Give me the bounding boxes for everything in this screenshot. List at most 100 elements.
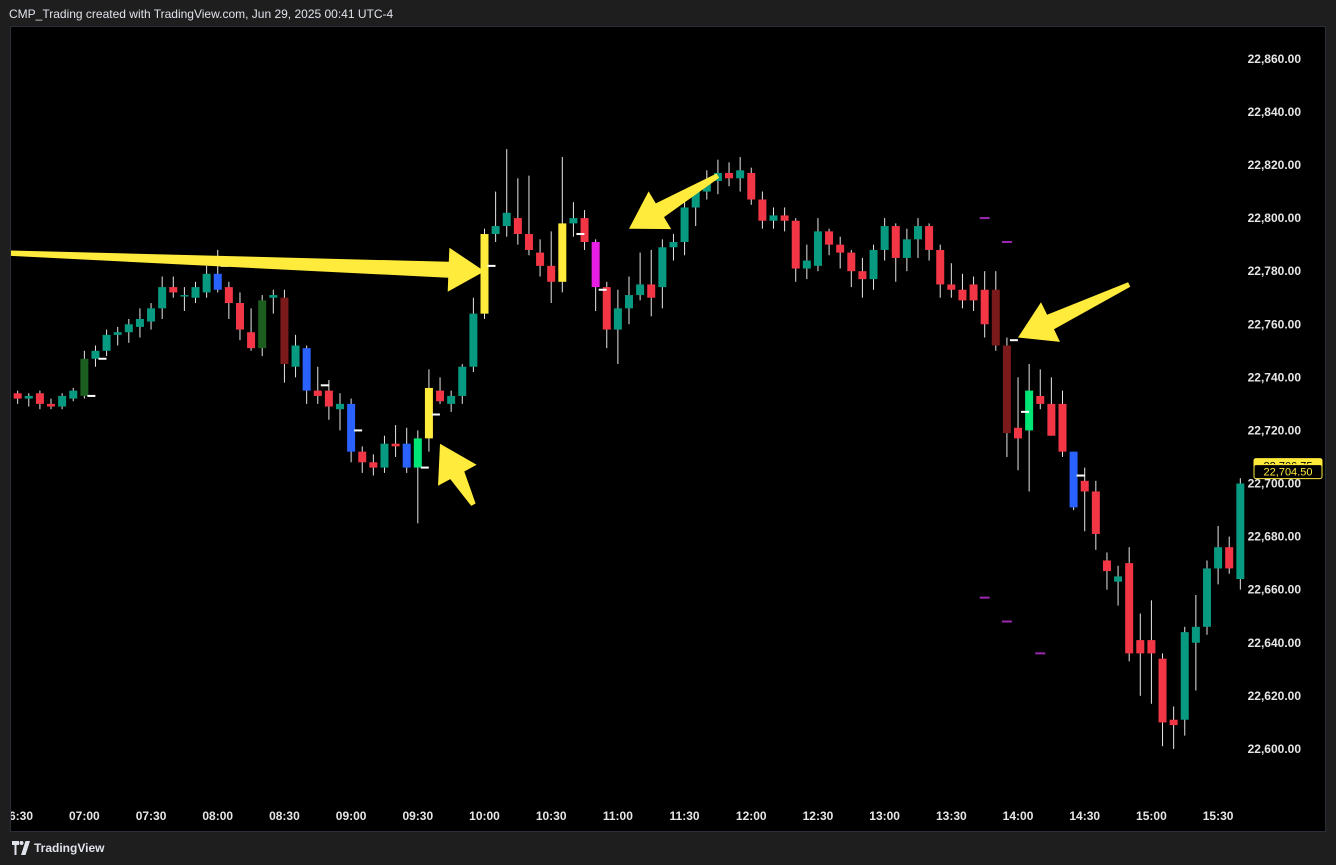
candle[interactable]: [224, 281, 233, 319]
candle[interactable]: [69, 387, 78, 402]
candle[interactable]: [847, 249, 856, 288]
candle[interactable]: [324, 379, 333, 420]
candle[interactable]: [1214, 525, 1223, 585]
candle[interactable]: [1002, 337, 1011, 457]
candle[interactable]: [836, 236, 845, 269]
candle[interactable]: [902, 228, 911, 272]
candle[interactable]: [402, 427, 411, 473]
candle[interactable]: [580, 210, 589, 250]
candle[interactable]: [1102, 552, 1111, 590]
candle[interactable]: [891, 223, 900, 282]
candle[interactable]: [636, 252, 645, 301]
candle[interactable]: [458, 364, 467, 404]
candle[interactable]: [347, 398, 356, 463]
candle[interactable]: [313, 366, 322, 404]
candle[interactable]: [513, 178, 522, 245]
candle[interactable]: [235, 292, 244, 341]
candle[interactable]: [336, 393, 345, 431]
candle[interactable]: [747, 167, 756, 205]
candle[interactable]: [791, 218, 800, 282]
candle[interactable]: [1147, 600, 1156, 704]
candle[interactable]: [524, 175, 533, 256]
candle[interactable]: [1158, 653, 1167, 747]
candle[interactable]: [1236, 478, 1245, 590]
candle[interactable]: [1069, 451, 1078, 511]
candle[interactable]: [1025, 364, 1034, 492]
candle[interactable]: [269, 289, 278, 314]
candle[interactable]: [469, 297, 478, 373]
chart-frame[interactable]: 22,600.00 22,620.00 22,640.00 22,660.00 22,6…: [10, 26, 1326, 832]
candle[interactable]: [947, 263, 956, 298]
candle[interactable]: [380, 435, 389, 473]
candle[interactable]: [191, 281, 200, 304]
candle[interactable]: [413, 430, 422, 524]
candle[interactable]: [147, 303, 156, 330]
candle[interactable]: [447, 390, 456, 412]
candle[interactable]: [780, 207, 789, 232]
candle[interactable]: [1091, 480, 1100, 550]
candle[interactable]: [180, 287, 189, 311]
candle[interactable]: [424, 369, 433, 452]
candle[interactable]: [291, 334, 300, 378]
candle[interactable]: [613, 289, 622, 365]
candle[interactable]: [658, 239, 667, 309]
candlestick-chart[interactable]: 22,600.00 22,620.00 22,640.00 22,660.00 22,6…: [11, 27, 1325, 831]
candle[interactable]: [124, 318, 133, 343]
candle[interactable]: [547, 231, 556, 304]
candle[interactable]: [991, 271, 1000, 351]
candle[interactable]: [247, 308, 256, 351]
candle[interactable]: [591, 239, 600, 311]
candle[interactable]: [758, 191, 767, 229]
candle[interactable]: [1047, 377, 1056, 436]
candle[interactable]: [1014, 377, 1023, 471]
candle[interactable]: [958, 273, 967, 309]
candle[interactable]: [280, 289, 289, 383]
candle[interactable]: [47, 398, 56, 410]
candle[interactable]: [558, 157, 567, 293]
candle[interactable]: [1036, 369, 1045, 410]
candle[interactable]: [436, 377, 445, 404]
candle[interactable]: [135, 308, 144, 338]
candle[interactable]: [258, 295, 267, 357]
candle[interactable]: [813, 218, 822, 272]
candle[interactable]: [536, 239, 545, 277]
candle[interactable]: [669, 234, 678, 261]
candle[interactable]: [391, 425, 400, 457]
candle[interactable]: [58, 393, 67, 410]
candle[interactable]: [302, 345, 311, 404]
candle[interactable]: [647, 249, 656, 317]
candle[interactable]: [936, 244, 945, 298]
candle[interactable]: [1202, 560, 1211, 635]
time-axis[interactable]: 06:30 07:00 07:30 08:00 08:30 09:00 09:30 10:00…: [11, 809, 1234, 823]
candle[interactable]: [102, 329, 111, 357]
candle[interactable]: [969, 276, 978, 311]
candle[interactable]: [169, 276, 178, 298]
candle[interactable]: [769, 207, 778, 229]
candle[interactable]: [491, 191, 500, 242]
candle[interactable]: [1080, 467, 1089, 532]
candle[interactable]: [913, 218, 922, 258]
candle[interactable]: [202, 265, 211, 298]
candle[interactable]: [1180, 626, 1189, 736]
candle[interactable]: [1114, 565, 1123, 606]
price-axis[interactable]: 22,600.00 22,620.00 22,640.00 22,660.00 22,6…: [1248, 52, 1302, 756]
candle[interactable]: [158, 276, 167, 319]
candle[interactable]: [725, 162, 734, 187]
candle[interactable]: [1058, 390, 1067, 457]
candle[interactable]: [113, 326, 122, 346]
candle[interactable]: [825, 228, 834, 256]
candle[interactable]: [358, 446, 367, 473]
candle[interactable]: [736, 157, 745, 192]
candle[interactable]: [1225, 536, 1234, 574]
candle[interactable]: [802, 244, 811, 280]
candle[interactable]: [1191, 594, 1200, 691]
candle[interactable]: [569, 202, 578, 237]
candle[interactable]: [980, 271, 989, 338]
candle[interactable]: [35, 390, 44, 410]
candle[interactable]: [13, 390, 22, 404]
candle[interactable]: [502, 149, 511, 237]
candle[interactable]: [1125, 547, 1134, 662]
candle[interactable]: [369, 454, 378, 476]
candle[interactable]: [602, 281, 611, 349]
candle[interactable]: [925, 223, 934, 261]
